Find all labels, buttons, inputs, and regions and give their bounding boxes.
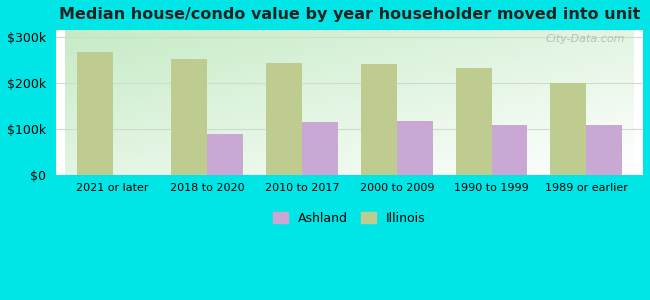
Bar — [77, 52, 112, 175]
Bar — [586, 125, 622, 175]
Bar — [456, 68, 491, 175]
Text: City-Data.com: City-Data.com — [546, 34, 625, 44]
Bar — [207, 134, 243, 175]
Bar — [396, 121, 433, 175]
Bar — [491, 124, 528, 175]
Bar — [172, 59, 207, 175]
Title: Median house/condo value by year householder moved into unit: Median house/condo value by year househo… — [58, 7, 640, 22]
Bar — [302, 122, 338, 175]
Legend: Ashland, Illinois: Ashland, Illinois — [268, 207, 430, 230]
Bar — [551, 83, 586, 175]
Bar — [361, 64, 396, 175]
Bar — [266, 63, 302, 175]
